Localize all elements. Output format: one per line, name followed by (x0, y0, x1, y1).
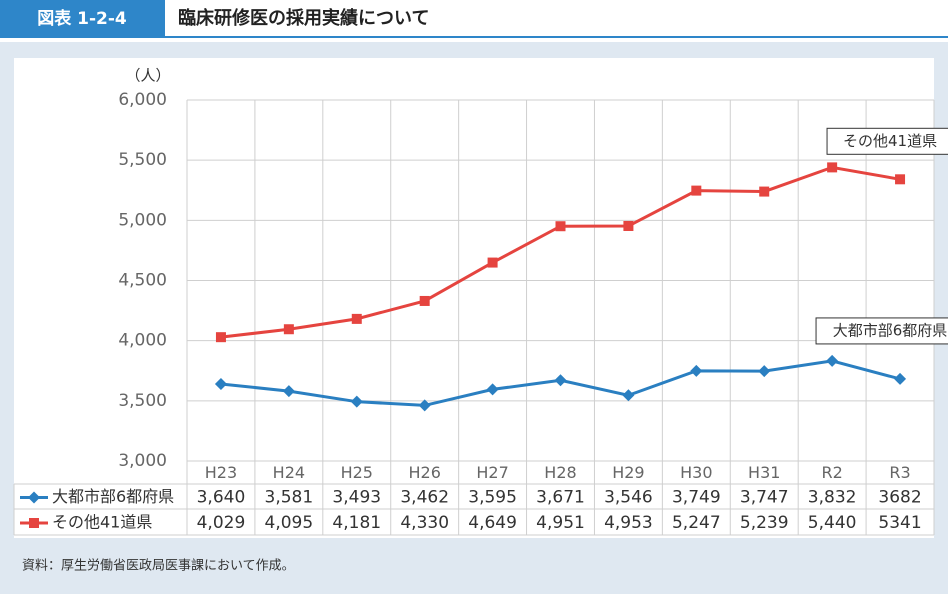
marker (29, 518, 39, 528)
y-tick-label: 5,500 (118, 150, 167, 170)
marker (826, 354, 839, 367)
y-axis-label: （人） (125, 67, 170, 85)
table-value: 4,029 (197, 513, 246, 533)
marker (486, 383, 499, 396)
table-value: 3,595 (468, 488, 517, 508)
marker (895, 174, 906, 185)
marker (758, 365, 771, 378)
table-value: 5,440 (808, 513, 857, 533)
source-note: 資料：厚生労働省医政局医事課において作成。 (22, 558, 295, 574)
table-value: 3,581 (265, 488, 314, 508)
x-tick-label: H26 (408, 463, 440, 482)
marker (487, 257, 498, 268)
table-value: 5341 (878, 513, 921, 533)
marker (418, 399, 431, 412)
chart-title: 臨床研修医の採用実績について (178, 7, 429, 29)
table-value: 4,330 (400, 513, 449, 533)
x-tick-label: H29 (612, 463, 644, 482)
x-tick-label: H30 (680, 463, 712, 482)
table-value: 3,462 (400, 488, 449, 508)
table-value: 3,640 (197, 488, 246, 508)
marker (691, 185, 702, 196)
table-value: 3682 (878, 488, 921, 508)
marker (215, 332, 226, 343)
x-tick-label: H24 (273, 463, 305, 482)
table-value: 3,546 (604, 488, 653, 508)
callout-label: その他41道県 (843, 132, 937, 150)
marker (28, 491, 40, 504)
figure-label: 図表 1-2-4 (37, 8, 127, 29)
y-tick-label: 3,000 (118, 451, 167, 471)
y-tick-label: 3,500 (118, 391, 167, 411)
table-value: 4,095 (265, 513, 314, 533)
marker (214, 377, 227, 390)
marker (555, 221, 566, 232)
table-value: 5,247 (672, 513, 721, 533)
x-tick-label: R3 (889, 463, 910, 482)
y-tick-label: 6,000 (118, 90, 167, 110)
y-tick-label: 4,500 (118, 271, 167, 291)
x-tick-label: R2 (821, 463, 842, 482)
marker (827, 162, 838, 173)
callout-box (815, 317, 948, 345)
table-value: 4,181 (332, 513, 381, 533)
callout-label: 大都市部6都府県 (833, 321, 948, 339)
marker (623, 220, 634, 231)
table-value: 3,832 (808, 488, 857, 508)
marker (622, 389, 635, 402)
marker (690, 364, 703, 377)
x-tick-label: H27 (476, 463, 508, 482)
legend-label: 大都市部6都府県 (52, 487, 174, 506)
marker (283, 324, 294, 335)
legend-label: その他41道県 (52, 513, 152, 532)
y-tick-label: 4,000 (118, 331, 167, 351)
table-value: 4,951 (536, 513, 585, 533)
marker (554, 374, 567, 387)
marker (759, 186, 770, 197)
table-value: 4,953 (604, 513, 653, 533)
marker (894, 372, 907, 385)
marker (351, 313, 362, 324)
chart-area (14, 58, 934, 538)
label-box (0, 0, 165, 36)
table-value: 3,493 (332, 488, 381, 508)
x-tick-label: H31 (748, 463, 780, 482)
table-value: 4,649 (468, 513, 517, 533)
table-value: 3,671 (536, 488, 585, 508)
x-tick-label: H25 (341, 463, 373, 482)
marker (350, 395, 363, 408)
x-tick-label: H28 (544, 463, 576, 482)
table-value: 5,239 (740, 513, 789, 533)
table-value: 3,747 (740, 488, 789, 508)
y-tick-label: 5,000 (118, 210, 167, 230)
marker (282, 385, 295, 398)
x-tick-label: H23 (205, 463, 237, 482)
callout-box (826, 127, 948, 155)
marker (419, 295, 430, 306)
table-value: 3,749 (672, 488, 721, 508)
